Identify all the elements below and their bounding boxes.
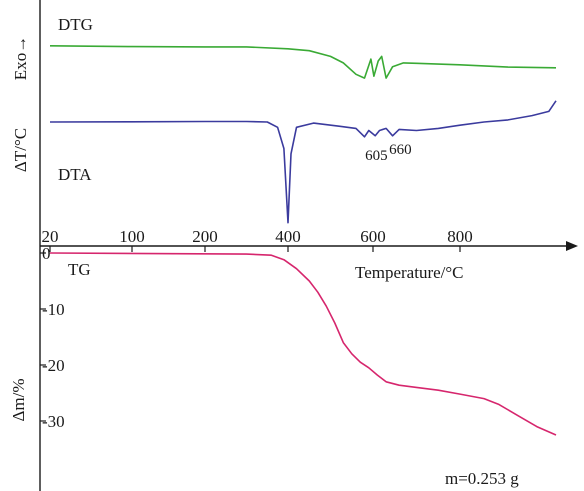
x-tick-label-100: 100 [119,227,145,246]
x-axis-arrow [566,241,578,251]
x-tick-label-600: 600 [360,227,386,246]
x-axis-ticks: 20 100 200 400 600 800 [42,227,473,252]
series-line-dtg [49,45,557,79]
x-tick-label-200: 200 [192,227,218,246]
series-label-tg: TG [68,260,91,279]
lower-y-axis-ticks: 0 -10 -20 -30 [40,244,65,431]
x-tick-label-800: 800 [447,227,473,246]
series-label-dtg: DTG [58,15,93,34]
series-line-tg [49,252,557,436]
x-tick-label-20: 20 [42,227,59,246]
x-tick-label-400: 400 [275,227,301,246]
series-line-dta [49,100,557,224]
upper-y-axis-label-exo: Exo→ [11,36,30,80]
lower-y-axis-label: Δm/% [9,378,28,421]
series-label-dta: DTA [58,165,92,184]
x-axis-label: Temperature/°C [355,263,464,282]
mass-annotation: m=0.253 g [445,469,519,488]
y-tick-label--30: -30 [42,412,65,431]
upper-y-axis-label: ΔT/°C [11,128,30,172]
y-tick-label--20: -20 [42,356,65,375]
y-tick-label-0: 0 [42,244,51,263]
y-tick-label--10: -10 [42,300,65,319]
peak-label-605: 605 [365,148,388,164]
peak-label-660: 660 [389,142,412,158]
